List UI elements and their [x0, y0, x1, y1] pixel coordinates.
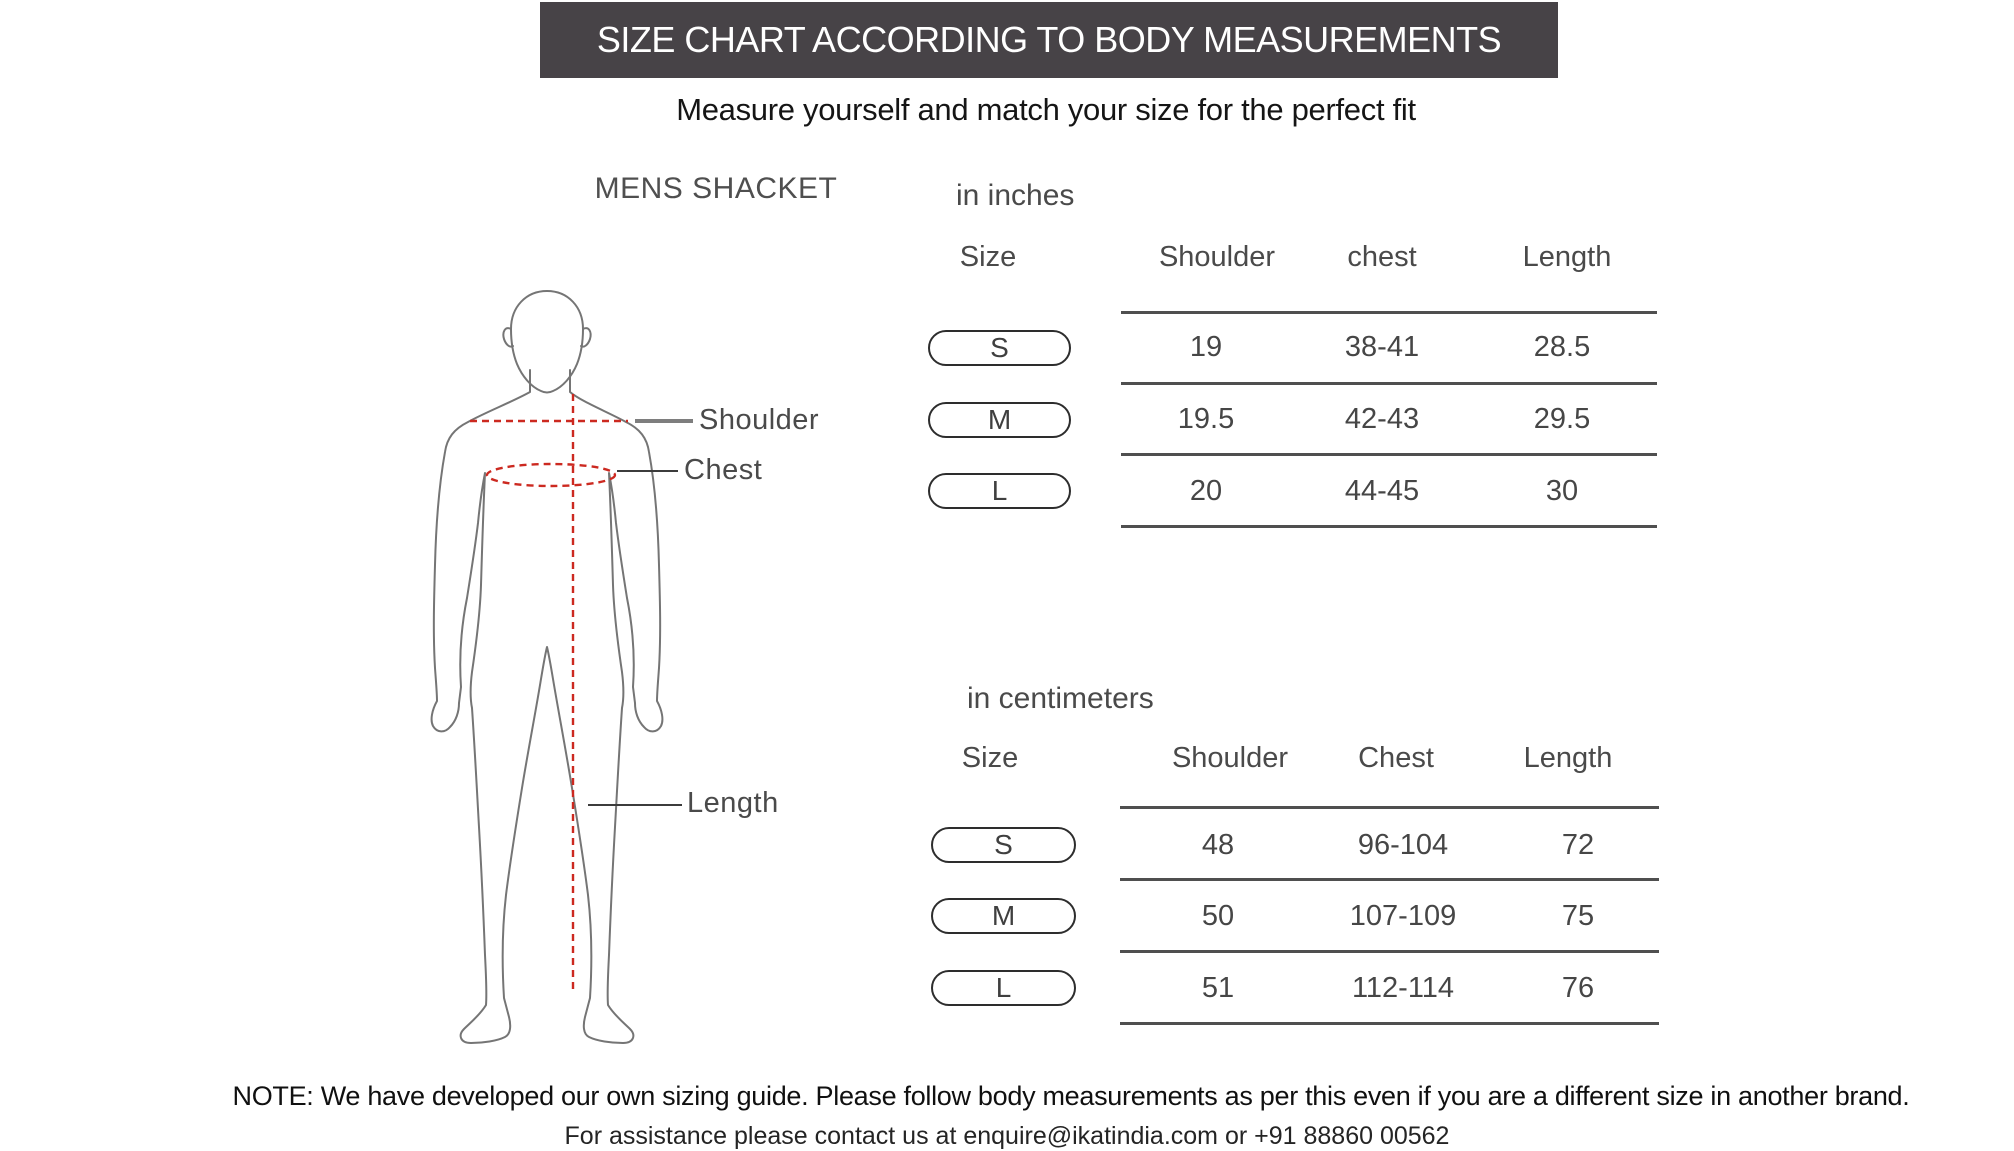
table-cell: 75	[1561, 900, 1595, 932]
table-cell: 20	[1189, 475, 1223, 507]
table-cell: 44-45	[1344, 475, 1420, 507]
cm-rule-4	[1120, 1022, 1659, 1025]
size-pill-m-inches: M	[928, 402, 1071, 438]
inches-rule-1	[1121, 311, 1657, 314]
table-cell: 48	[1201, 829, 1235, 861]
chest-label: Chest	[684, 454, 763, 486]
inches-col-shoulder: Shoulder	[1158, 241, 1276, 273]
inches-rule-2	[1121, 382, 1657, 385]
size-pill-label: M	[991, 900, 1016, 931]
shoulder-callout-line	[635, 419, 693, 423]
size-pill-l-inches: L	[928, 473, 1071, 509]
cm-rule-1	[1120, 806, 1659, 809]
inches-col-length: Length	[1522, 241, 1612, 273]
size-pill-s-cm: S	[931, 827, 1076, 863]
inches-rule-4	[1121, 525, 1657, 528]
table-cell: 19.5	[1177, 403, 1235, 435]
inches-col-size: Size	[959, 241, 1017, 273]
table-cell: 30	[1545, 475, 1579, 507]
table-cell: 76	[1561, 972, 1595, 1004]
table-cell: 51	[1201, 972, 1235, 1004]
table-cell: 29.5	[1533, 403, 1591, 435]
table-cell: 72	[1561, 829, 1595, 861]
inches-rule-3	[1121, 453, 1657, 456]
table-cell: 50	[1201, 900, 1235, 932]
size-pill-m-cm: M	[931, 898, 1076, 934]
table-cell: 96-104	[1357, 829, 1449, 861]
cm-col-length: Length	[1523, 742, 1613, 774]
size-pill-label: L	[991, 475, 1008, 506]
inches-unit-label: in inches	[956, 179, 1075, 212]
chest-guide-ellipse	[485, 462, 617, 488]
table-cell: 19	[1189, 331, 1223, 363]
shoulder-label: Shoulder	[699, 404, 820, 436]
size-pill-label: S	[990, 332, 1009, 363]
table-cell: 28.5	[1533, 331, 1591, 363]
table-cell: 42-43	[1344, 403, 1420, 435]
cm-col-shoulder: Shoulder	[1171, 742, 1289, 774]
table-cell: 112-114	[1351, 972, 1455, 1004]
body-measurement-diagram	[430, 280, 680, 1060]
table-cell: 107-109	[1349, 900, 1457, 932]
product-title: MENS SHACKET	[594, 172, 838, 205]
length-label: Length	[687, 787, 779, 819]
inches-col-chest: chest	[1347, 241, 1417, 273]
sizing-note: NOTE: We have developed our own sizing g…	[232, 1081, 1910, 1111]
chest-callout-line	[617, 470, 678, 472]
size-pill-label: S	[994, 829, 1013, 860]
page-subtitle: Measure yourself and match your size for…	[676, 92, 1416, 127]
table-cell: 38-41	[1344, 331, 1420, 363]
size-pill-label: M	[987, 404, 1012, 435]
assistance-contact: For assistance please contact us at enqu…	[564, 1122, 1450, 1150]
cm-col-chest: Chest	[1358, 742, 1434, 774]
measurement-guides	[470, 394, 628, 993]
cm-rule-2	[1120, 878, 1659, 881]
cm-rule-3	[1120, 950, 1659, 953]
length-callout-line	[588, 804, 682, 806]
size-pill-label: L	[995, 972, 1012, 1003]
header-banner: SIZE CHART ACCORDING TO BODY MEASUREMENT…	[540, 2, 1558, 78]
page-title: SIZE CHART ACCORDING TO BODY MEASUREMENT…	[596, 19, 1502, 60]
cm-col-size: Size	[961, 742, 1019, 774]
size-pill-l-cm: L	[931, 970, 1076, 1006]
cm-unit-label: in centimeters	[967, 682, 1154, 715]
size-pill-s-inches: S	[928, 330, 1071, 366]
male-body-outline-icon	[430, 290, 664, 1044]
